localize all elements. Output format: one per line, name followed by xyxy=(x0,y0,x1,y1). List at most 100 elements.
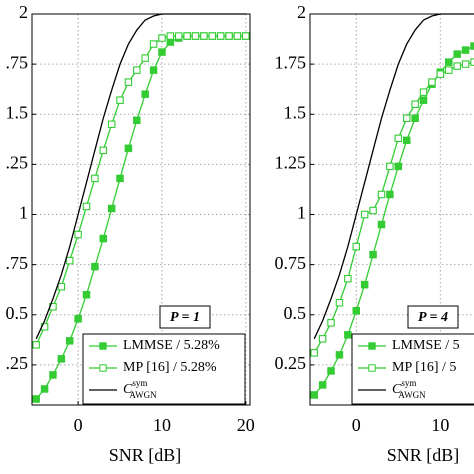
marker xyxy=(318,335,327,343)
marker xyxy=(419,96,428,104)
marker xyxy=(91,174,99,183)
marker xyxy=(107,204,116,213)
marker xyxy=(74,315,82,323)
marker xyxy=(82,290,91,299)
y-tick-label: 0.75 xyxy=(275,253,307,273)
marker xyxy=(174,32,183,40)
legend-sub: AWGN xyxy=(398,390,426,400)
y-tick-label: 0.5 xyxy=(284,303,307,323)
y-tick-label: .75 xyxy=(6,253,29,273)
plot-frame xyxy=(31,13,251,406)
marker xyxy=(377,220,386,229)
marker xyxy=(242,32,250,40)
marker xyxy=(461,46,470,54)
marker xyxy=(369,250,377,259)
marker xyxy=(327,367,335,375)
marker xyxy=(394,134,403,143)
y-tick-label: 1.25 xyxy=(275,153,307,173)
legend-name: MP [16] / 5 xyxy=(392,360,456,375)
legend-sup: sym xyxy=(132,378,147,388)
marker xyxy=(116,174,124,183)
marker xyxy=(335,298,344,307)
marker xyxy=(65,256,74,265)
series-line xyxy=(35,35,246,346)
marker xyxy=(57,282,66,291)
marker xyxy=(461,60,470,68)
legend: LMMSE / 5 MP [16] / 5 Csym AWGN xyxy=(351,333,474,405)
legend-label: MP [16] / 5 xyxy=(392,360,456,375)
marker xyxy=(369,206,377,215)
marker xyxy=(225,32,233,40)
plot-frame xyxy=(309,13,474,406)
marker xyxy=(191,32,200,40)
annotation-box xyxy=(159,305,211,329)
y-tick-label: 1.75 xyxy=(275,52,307,72)
marker xyxy=(57,355,66,363)
marker xyxy=(344,274,352,283)
y-tick-label: .75 xyxy=(6,52,29,72)
y-tick-label: 0.5 xyxy=(6,303,29,323)
marker xyxy=(149,40,158,48)
marker xyxy=(158,48,166,56)
marker xyxy=(40,385,49,393)
marker xyxy=(141,90,149,98)
legend-marker xyxy=(99,364,107,372)
marker xyxy=(166,38,175,46)
legend-label: Csym AWGN xyxy=(392,378,426,400)
marker xyxy=(99,234,108,243)
marker xyxy=(377,190,386,199)
marker xyxy=(107,120,116,129)
marker xyxy=(74,230,82,239)
marker xyxy=(411,114,419,123)
legend-label: LMMSE / 5.28% xyxy=(123,338,220,353)
marker xyxy=(445,66,453,74)
marker xyxy=(419,88,428,96)
marker xyxy=(124,144,133,153)
marker xyxy=(133,66,141,74)
y-tick-label: .25 xyxy=(6,353,29,373)
annotation-box xyxy=(407,305,459,329)
legend-marker xyxy=(368,364,376,372)
legend-name: LMMSE / 5 xyxy=(392,338,460,353)
y-tick-label: 1 xyxy=(297,203,306,223)
marker xyxy=(141,54,149,62)
marker xyxy=(200,32,208,40)
marker xyxy=(133,116,141,125)
marker xyxy=(49,371,57,379)
annotation: P = 1 xyxy=(170,310,200,325)
legend: LMMSE / 5.28% MP [16] / 5.28% Csym AWGN xyxy=(82,333,246,405)
x-tick-label: 10 xyxy=(153,415,171,435)
marker xyxy=(327,319,335,327)
legend-marker xyxy=(99,342,107,350)
marker xyxy=(402,114,411,123)
marker xyxy=(158,34,166,42)
marker xyxy=(318,381,327,389)
annotation: P = 4 xyxy=(418,310,448,325)
marker xyxy=(436,70,445,78)
legend-label: Csym AWGN xyxy=(123,378,157,400)
marker xyxy=(344,331,352,339)
legend-name: MP [16] / 5.28% xyxy=(123,360,217,375)
marker xyxy=(453,50,461,58)
marker xyxy=(352,242,361,251)
x-axis-label: SNR [dB] xyxy=(387,445,460,465)
marker xyxy=(99,146,108,155)
marker xyxy=(166,32,175,40)
marker xyxy=(116,96,124,104)
x-tick-label: 0 xyxy=(74,415,83,435)
marker xyxy=(402,136,411,145)
legend-name: LMMSE / 5.28% xyxy=(123,338,220,353)
legend-sub: AWGN xyxy=(129,390,157,400)
marker xyxy=(183,32,191,40)
marker xyxy=(208,32,217,40)
marker xyxy=(445,58,453,66)
y-tick-label: .25 xyxy=(6,153,29,173)
x-axis-label: SNR [dB] xyxy=(109,445,182,465)
y-tick-label: 1 xyxy=(19,203,28,223)
y-tick-label: 1.5 xyxy=(6,102,29,122)
marker xyxy=(149,66,158,74)
marker xyxy=(32,395,40,403)
marker xyxy=(32,341,40,349)
